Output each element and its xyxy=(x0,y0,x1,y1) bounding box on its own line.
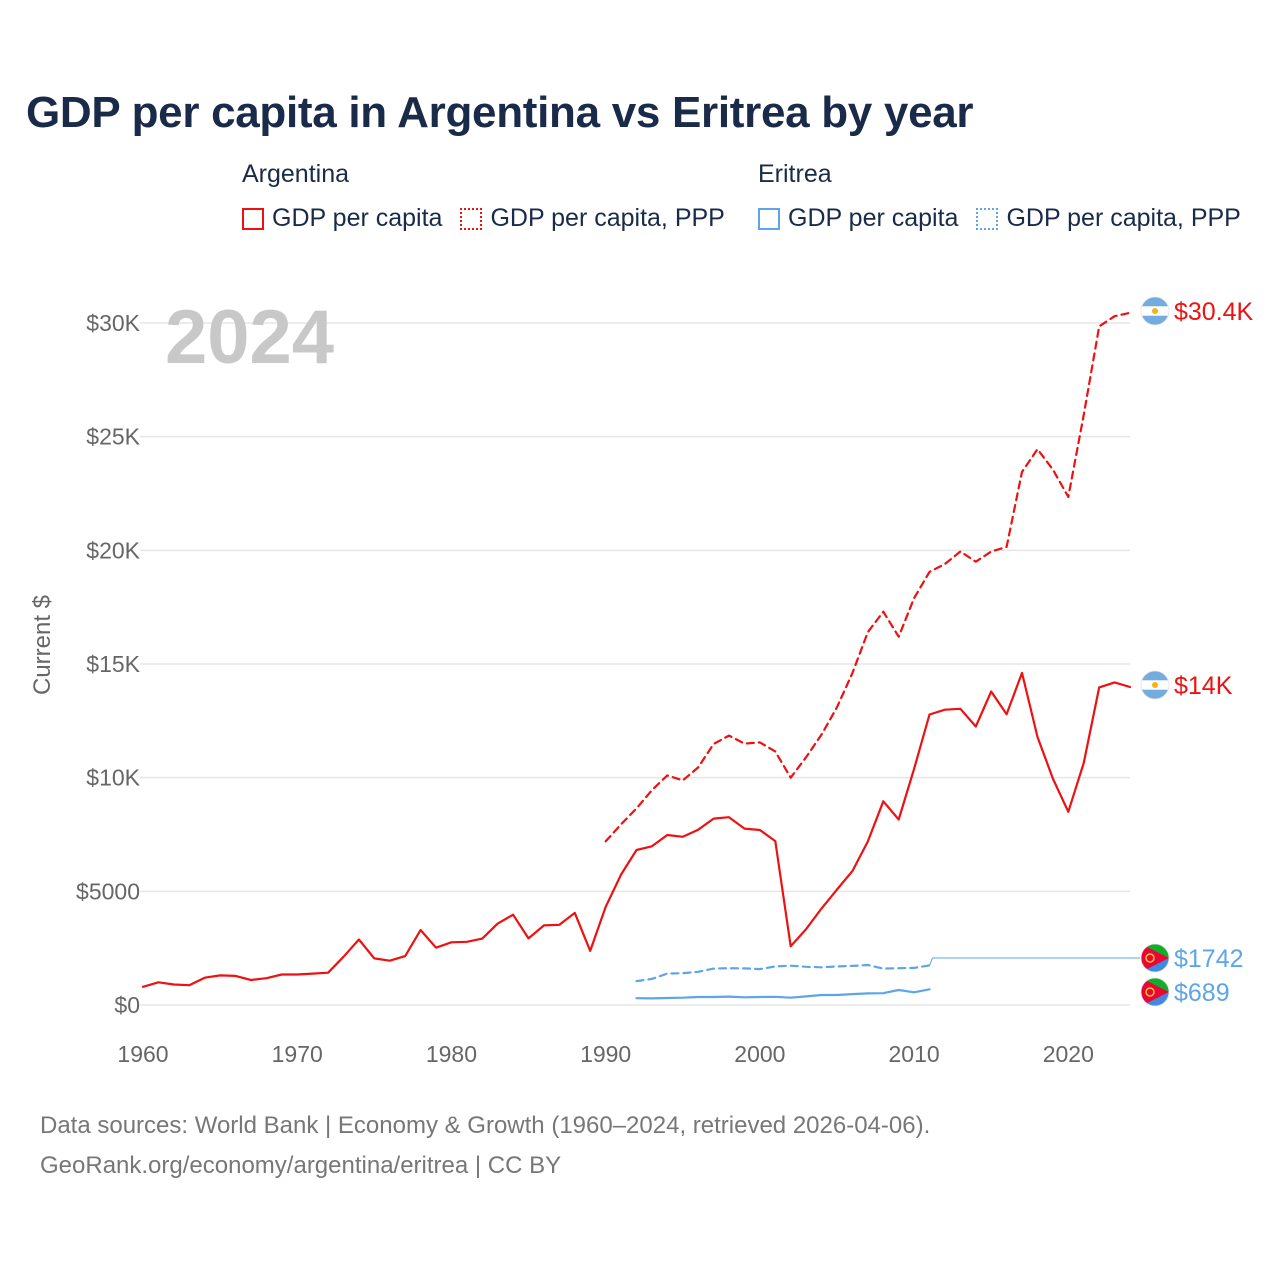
y-tick-label: $25K xyxy=(86,424,140,450)
y-tick-label: $0 xyxy=(114,992,140,1018)
legend-item-eritrea-gdp[interactable]: GDP per capita xyxy=(758,204,958,233)
gridlines xyxy=(140,322,1130,1006)
legend-label: GDP per capita xyxy=(272,204,443,232)
y-tick-label: $30K xyxy=(86,310,140,336)
legend-item-eritrea-ppp[interactable]: GDP per capita, PPP xyxy=(976,204,1241,233)
argentina-flag-icon xyxy=(1140,296,1170,326)
x-tick-label: 1990 xyxy=(580,1041,631,1067)
legend-heading-eritrea: Eritrea xyxy=(758,160,832,188)
y-tick-label: $20K xyxy=(86,537,140,563)
legend-item-argentina-gdp[interactable]: GDP per capita xyxy=(242,204,442,233)
end-value-label: $30.4K xyxy=(1174,298,1254,326)
legend-item-argentina-ppp[interactable]: GDP per capita, PPP xyxy=(460,204,725,233)
legend-label: GDP per capita, PPP xyxy=(490,204,725,232)
y-axis: $0 $5000 $10K $15K $20K $25K $30K xyxy=(76,310,141,1018)
y-tick-label: $5000 xyxy=(76,878,140,904)
end-value-label: $1742 xyxy=(1174,945,1244,973)
argentina-flag-icon xyxy=(1140,670,1170,700)
legend-swatch-dotted xyxy=(976,207,999,230)
end-value-label: $14K xyxy=(1174,672,1233,700)
legend-label: GDP per capita xyxy=(788,204,959,232)
legend-group-eritrea: Eritrea GDP per capita GDP per capita, P… xyxy=(758,160,1259,233)
end-value-label: $689 xyxy=(1174,979,1230,1007)
x-tick-label: 1970 xyxy=(272,1041,323,1067)
year-label: 2024 xyxy=(165,295,334,380)
x-axis: 1960 1970 1980 1990 2000 2010 2020 xyxy=(117,1041,1093,1067)
legend-group-argentina: Argentina GDP per capita GDP per capita,… xyxy=(242,160,743,233)
x-tick-label: 1980 xyxy=(426,1041,477,1067)
eritrea-flag-icon xyxy=(1140,977,1170,1007)
y-tick-label: $10K xyxy=(86,765,140,791)
x-tick-label: 1960 xyxy=(117,1041,168,1067)
x-tick-label: 2010 xyxy=(889,1041,940,1067)
end-labels: $30.4K $14K $1742 $689 xyxy=(929,296,1254,1007)
legend-heading-argentina: Argentina xyxy=(242,160,350,188)
x-tick-label: 2000 xyxy=(734,1041,785,1067)
y-axis-label: Current $ xyxy=(29,595,56,695)
series-line-2[interactable] xyxy=(635,988,931,1000)
leader-line xyxy=(929,957,1140,966)
legend-label: GDP per capita, PPP xyxy=(1006,204,1241,232)
line-chart: $0 $5000 $10K $15K $20K $25K $30K 1960 1970 1980… xyxy=(29,295,1254,1067)
footer-link[interactable]: GeoRank.org/economy/argentina/eritrea | … xyxy=(40,1152,562,1179)
x-tick-label: 2020 xyxy=(1043,1041,1094,1067)
footer: Data sources: World Bank | Economy & Gro… xyxy=(40,1106,930,1186)
series-line-0[interactable] xyxy=(141,671,1132,988)
eritrea-flag-icon xyxy=(1140,943,1170,973)
chart-title: GDP per capita in Argentina vs Eritrea b… xyxy=(26,88,974,137)
legend-swatch-solid xyxy=(758,207,780,230)
series xyxy=(141,311,1132,1000)
legend-swatch-solid xyxy=(242,207,264,230)
legend-swatch-dotted xyxy=(460,207,483,230)
series-line-3[interactable] xyxy=(635,963,931,983)
series-line-1[interactable] xyxy=(604,311,1132,843)
y-tick-label: $15K xyxy=(86,651,140,677)
footer-sources: Data sources: World Bank | Economy & Gro… xyxy=(40,1112,931,1139)
